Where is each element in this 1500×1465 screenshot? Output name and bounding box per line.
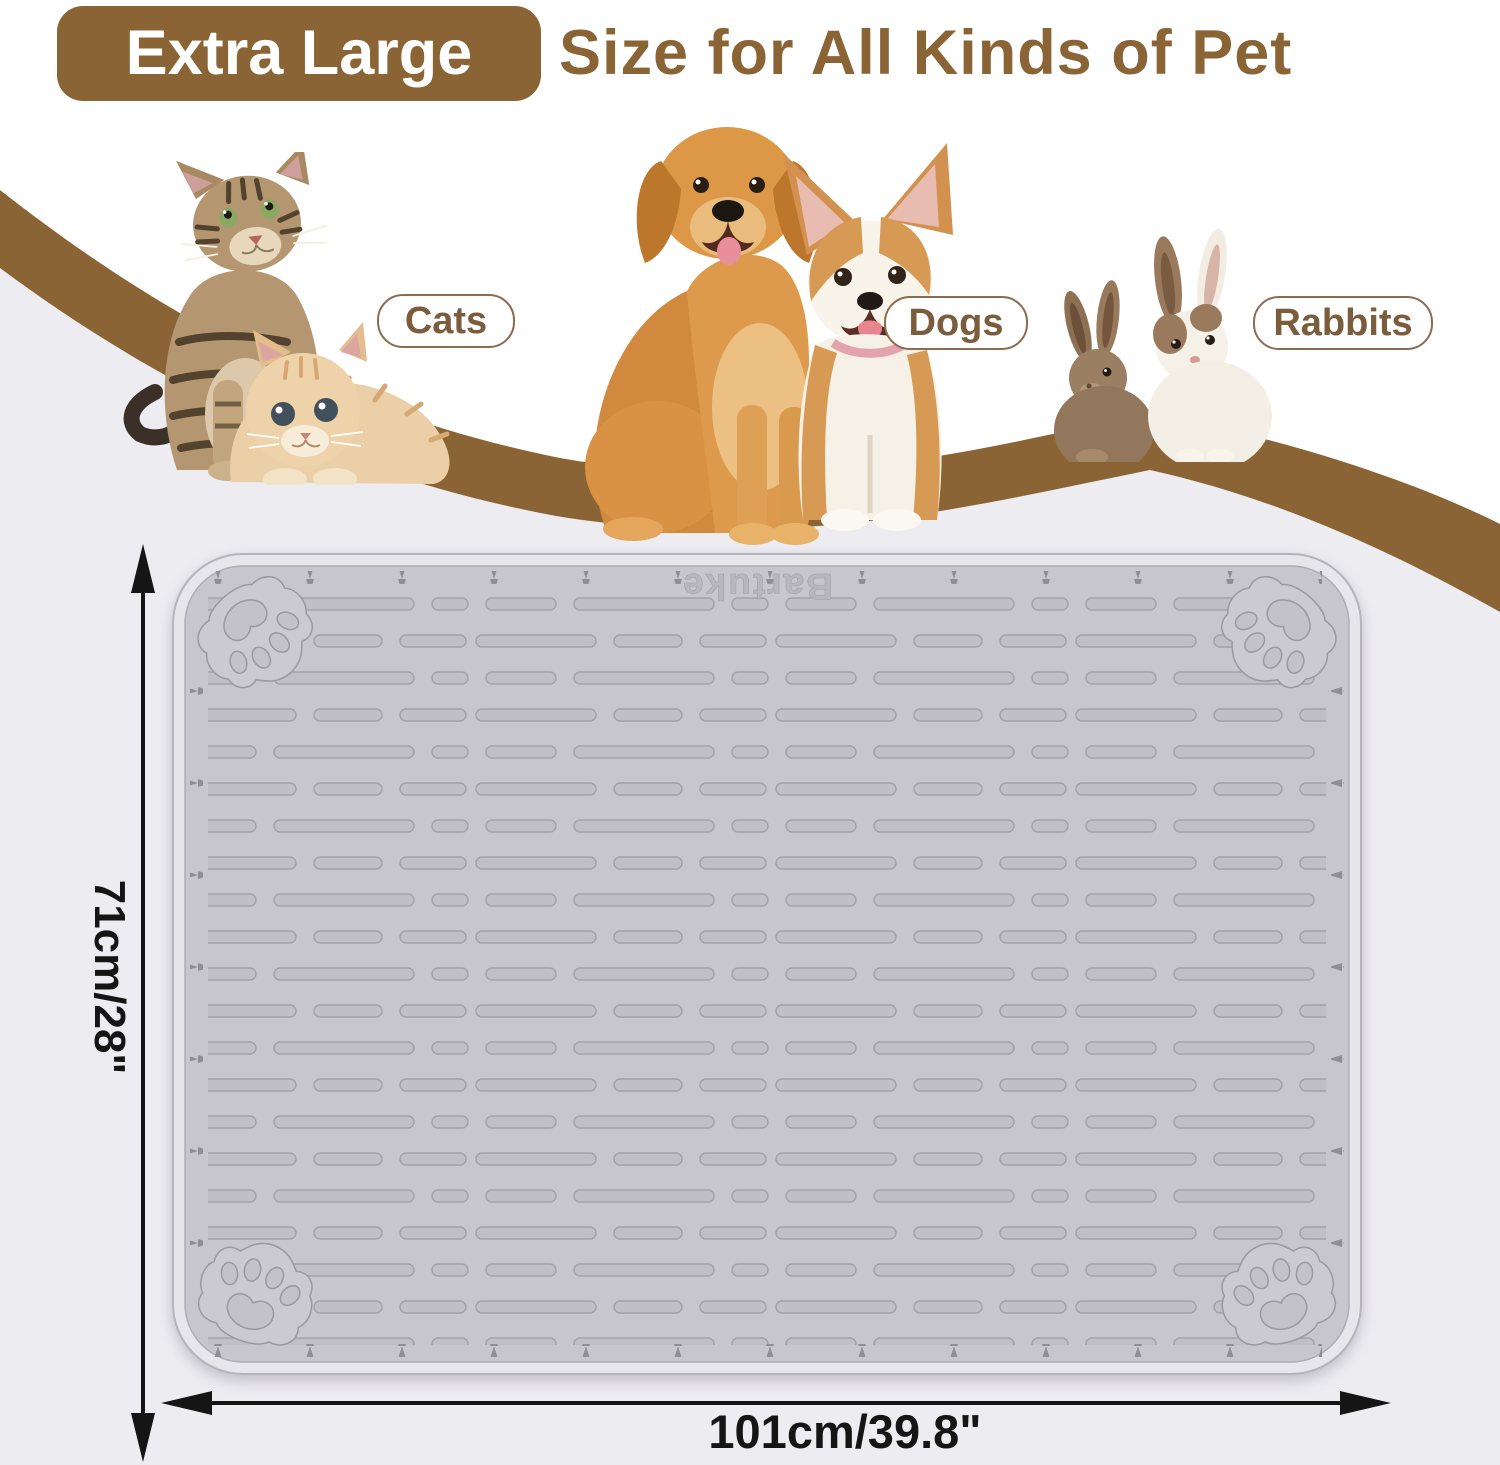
- page-title: Extra Large Size for All Kinds of Pet: [57, 5, 1292, 101]
- rabbits-image: [1054, 228, 1272, 462]
- dogs-label-pill: Dogs: [884, 296, 1028, 350]
- height-arrow: [131, 544, 155, 1462]
- width-arrow: [161, 1391, 1391, 1415]
- cats-label-pill: Cats: [377, 294, 515, 348]
- title-badge: Extra Large: [57, 5, 541, 101]
- brand-text: Bartuke: [681, 566, 833, 607]
- width-dimension-label: 101cm/39.8": [708, 1405, 982, 1458]
- cats-image: [123, 152, 450, 485]
- height-dimension-label: 71cm/28": [85, 879, 134, 1075]
- rabbits-label-pill: Rabbits: [1253, 296, 1433, 350]
- feeding-mat-image: Bartuke: [172, 553, 1362, 1375]
- dogs-image: [585, 127, 953, 545]
- title-headline: Size for All Kinds of Pet: [559, 18, 1293, 88]
